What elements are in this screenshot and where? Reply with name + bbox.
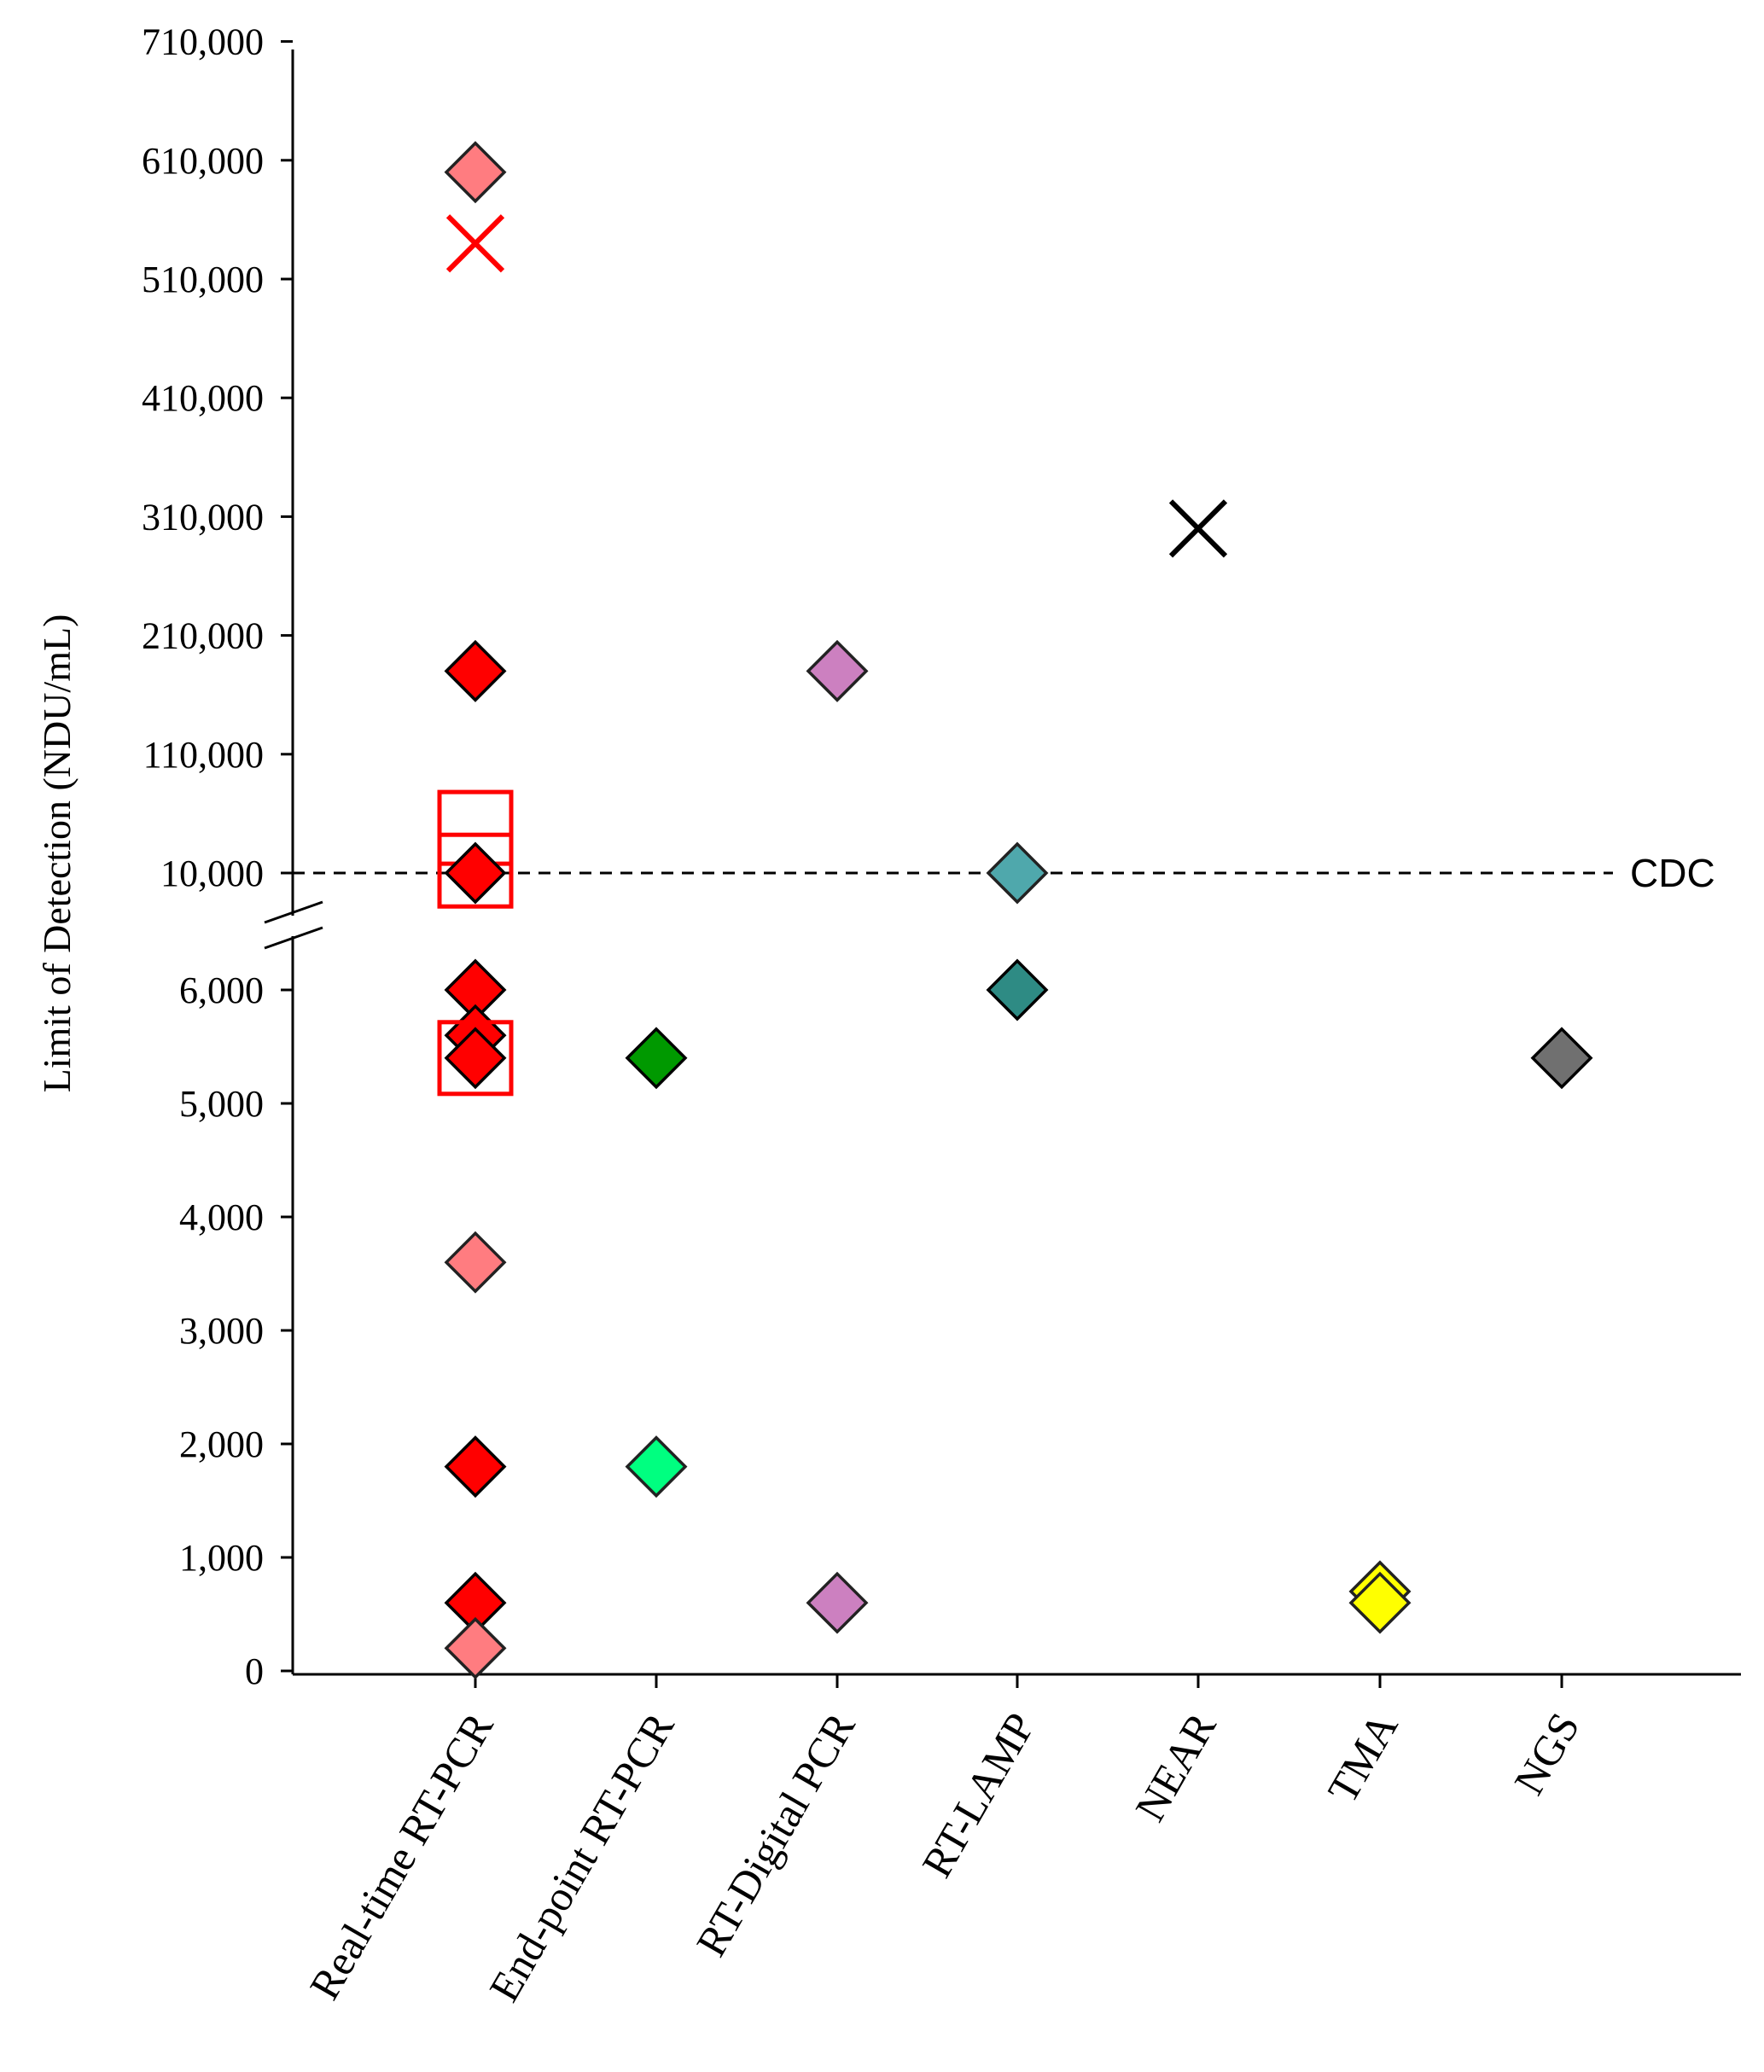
data-point-square: [437, 832, 514, 909]
data-point-diamond: [1348, 1571, 1412, 1634]
y-tick-label: 1,000: [179, 1537, 264, 1579]
y-tick-label: 3,000: [179, 1310, 264, 1352]
data-point-x-stroke: [1168, 499, 1228, 558]
x-category-label: End-point RT-PCR: [480, 1704, 684, 2010]
y-axis-title: Limit of Detection (NDU/mL): [35, 614, 79, 1093]
x-category-label: RT-Digital PCR: [687, 1704, 865, 1964]
data-point-x-stroke: [445, 214, 505, 273]
data-point-square: [437, 1020, 514, 1097]
y-tick-label: 5,000: [179, 1083, 264, 1125]
reference-lines: CDC: [293, 851, 1715, 895]
data-point-diamond: [444, 639, 507, 702]
data-point-diamond: [806, 1571, 869, 1634]
data-point-diamond: [444, 141, 507, 204]
y-tick-label: 4,000: [179, 1196, 264, 1238]
y-tick-label: 10,000: [160, 853, 264, 894]
y-tick-label: 110,000: [143, 734, 264, 776]
data-point-diamond: [444, 1616, 507, 1679]
y-tick-label: 610,000: [142, 140, 264, 182]
y-tick-label: 0: [245, 1650, 264, 1692]
data-point-diamond: [986, 958, 1049, 1021]
data-point-diamond: [444, 1435, 507, 1499]
y-tick-label: 310,000: [142, 496, 264, 538]
data-point-diamond: [1530, 1027, 1593, 1090]
x-category-label: NEAR: [1126, 1704, 1225, 1829]
y-tick-label: 2,000: [179, 1423, 264, 1465]
data-point-diamond: [806, 639, 869, 702]
data-point-diamond: [625, 1027, 688, 1090]
data-point-diamond: [986, 841, 1049, 905]
data-point-x: [1168, 499, 1228, 558]
cdc-reference-label: CDC: [1630, 851, 1715, 895]
x-category-label: NGS: [1505, 1705, 1589, 1803]
x-category-label: TMA: [1318, 1705, 1406, 1811]
x-category-label: Real-time RT-PCR: [300, 1704, 502, 2007]
data-point-diamond: [444, 1231, 507, 1294]
axis-break-mark: [264, 926, 323, 950]
y-tick-label: 510,000: [142, 259, 264, 300]
axes: [264, 40, 1741, 1688]
y-tick-labels: 0 1,000 2,000 3,000 4,000 5,000 6,000 10,000 110…: [142, 21, 264, 1692]
data-point-diamond: [444, 1027, 507, 1090]
data-point-diamond: [625, 1435, 688, 1499]
data-point-diamond: [444, 841, 507, 905]
data-point-x: [445, 214, 505, 273]
y-tick-label: 410,000: [142, 377, 264, 419]
axis-break-mark: [264, 900, 323, 924]
y-tick-label: 210,000: [142, 615, 264, 657]
y-tick-label: 6,000: [179, 969, 264, 1011]
y-tick-label: 710,000: [142, 21, 264, 63]
data-points: [437, 141, 1593, 1679]
x-category-label: RT-LAMP: [912, 1705, 1044, 1885]
